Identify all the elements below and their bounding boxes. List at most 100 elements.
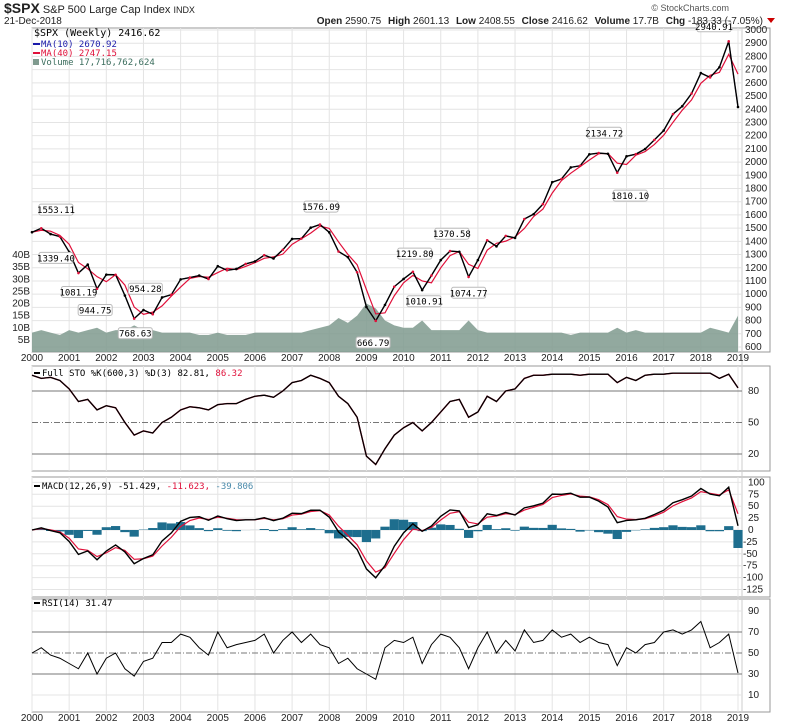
price-y-tick-label: 700 xyxy=(745,329,762,340)
price-bar xyxy=(736,105,740,109)
price-bar xyxy=(662,129,665,132)
price-bar xyxy=(132,317,136,320)
sto-y-tick-label: 20 xyxy=(748,449,760,460)
price-y-tick-label: 2700 xyxy=(745,65,768,76)
annotation-box xyxy=(117,327,153,340)
ma40-legend-label: MA(40) 2747.15 xyxy=(41,49,117,59)
macd-histogram-bar xyxy=(120,530,130,533)
annotation-label: 1339.40 xyxy=(37,254,75,264)
macd-y-tick-label: 0 xyxy=(748,525,754,536)
price-bar xyxy=(430,274,433,277)
macd-histogram-bar xyxy=(436,524,446,530)
price-annotation: 1081.19 xyxy=(59,285,97,298)
price-annotation: 1576.09 xyxy=(302,200,340,213)
price-bar xyxy=(123,294,127,297)
price-bar xyxy=(467,275,470,279)
price-bar xyxy=(578,164,582,168)
macd-histogram-bar xyxy=(426,527,437,530)
macd-histogram-bar xyxy=(231,530,241,532)
price-bar xyxy=(235,267,238,271)
annotation-label: 1576.09 xyxy=(302,203,340,213)
price-y-tick-label: 3000 xyxy=(745,25,768,36)
price-legend: $SPX (Weekly) 2416.62 MA(10) 2670.92 MA(… xyxy=(33,28,160,68)
price-bar xyxy=(86,263,90,266)
x-tick-label: 2007 xyxy=(281,713,304,724)
price-bar xyxy=(105,273,108,276)
x-tick-label: 2005 xyxy=(207,713,230,724)
macd-histogram-bar xyxy=(380,526,390,530)
macd-y-tick-label: 50 xyxy=(748,501,760,512)
price-y-tick-label: 1300 xyxy=(745,250,768,261)
macd-histogram-bar xyxy=(83,530,93,531)
price-bar xyxy=(374,319,378,323)
price-bar xyxy=(513,236,517,240)
price-annotation: 2134.72 xyxy=(585,126,623,139)
rsi-y-tick-label: 30 xyxy=(748,669,760,680)
macd-signal-line xyxy=(31,488,739,573)
annotation-label: 944.75 xyxy=(79,306,112,316)
price-bar xyxy=(690,92,693,95)
x-tick-label: 2005 xyxy=(207,353,230,364)
annotation-box xyxy=(586,126,622,139)
price-bar xyxy=(495,245,498,248)
price-bar xyxy=(569,166,573,169)
exchange: INDX xyxy=(173,5,195,15)
annotation-label: 1081.19 xyxy=(59,288,97,298)
x-tick-label: 2009 xyxy=(355,353,378,364)
x-tick-label: 2015 xyxy=(578,713,601,724)
price-y-tick-label: 2600 xyxy=(745,78,768,89)
price-annotation: 1010.91 xyxy=(405,295,443,308)
macd-histogram-bar xyxy=(361,530,372,543)
x-tick-label: 2016 xyxy=(615,353,638,364)
price-bar xyxy=(77,271,80,275)
macd-histogram-bar xyxy=(36,528,46,530)
svg-text:MACD(12,26,9) -51.429, -11.623: MACD(12,26,9) -51.429, -11.623, -39.806 xyxy=(42,482,253,492)
macd-histogram-bar xyxy=(603,530,613,534)
symbol: $SPX xyxy=(4,0,40,16)
price-bar xyxy=(58,235,62,238)
macd-histogram-bar xyxy=(166,523,176,530)
price-bar xyxy=(727,40,731,43)
macd-legend-label: MACD(12,26,9) -51.429, xyxy=(42,482,161,492)
annotation-label: 1219.80 xyxy=(396,250,434,260)
price-bar xyxy=(281,248,285,252)
x-tick-label: 2015 xyxy=(578,353,601,364)
rsi-y-tick-label: 10 xyxy=(748,690,760,701)
chart-date: 21-Dec-2018 xyxy=(4,16,62,27)
x-tick-label: 2003 xyxy=(132,713,155,724)
down-arrow-icon xyxy=(767,18,775,23)
macd-histogram-bar xyxy=(306,528,316,530)
rsi-y-tick-label: 90 xyxy=(748,606,760,617)
rsi-line xyxy=(31,620,739,680)
macd-legend: MACD(12,26,9) -51.429, -11.623, -39.806 xyxy=(34,482,253,492)
price-y-tick-label: 1500 xyxy=(745,223,768,234)
annotation-box xyxy=(406,295,442,308)
annotation-label: 1553.11 xyxy=(37,206,75,216)
price-annotation: 768.63 xyxy=(117,327,153,340)
macd-y-tick-label: 75 xyxy=(748,489,760,500)
price-bar xyxy=(383,303,387,307)
macd-histogram-bar xyxy=(649,527,659,530)
macd-histogram-bar xyxy=(566,528,576,530)
macd-histogram-bar xyxy=(352,530,362,538)
price-bar xyxy=(439,258,443,262)
ma40-line xyxy=(31,52,739,315)
annotation-label: 2940.91 xyxy=(695,23,733,33)
x-tick-label: 2013 xyxy=(504,353,527,364)
macd-histogram-bar xyxy=(659,527,669,530)
price-bar xyxy=(225,268,229,272)
macd-y-tick-label: -50 xyxy=(743,549,758,560)
macd-histogram-bar xyxy=(55,530,65,532)
macd-histogram-bar xyxy=(268,530,279,532)
rsi-legend: RSI(14) 31.47 xyxy=(34,599,112,609)
macd-signal-value: -11.623, xyxy=(167,482,210,492)
macd-histogram-bar xyxy=(621,530,632,532)
macd-y-tick-label: 25 xyxy=(748,513,760,524)
sto-d-value: 86.32 xyxy=(215,369,242,379)
price-annotation: 1074.77 xyxy=(450,286,488,299)
macd-histogram-bar xyxy=(612,530,622,540)
price-y-tick-label: 2200 xyxy=(745,131,768,142)
price-bar xyxy=(708,76,712,79)
price-bar xyxy=(290,237,294,241)
macd-histogram-bar xyxy=(324,530,334,534)
